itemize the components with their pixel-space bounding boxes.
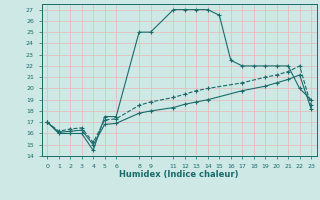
X-axis label: Humidex (Indice chaleur): Humidex (Indice chaleur) xyxy=(119,170,239,179)
